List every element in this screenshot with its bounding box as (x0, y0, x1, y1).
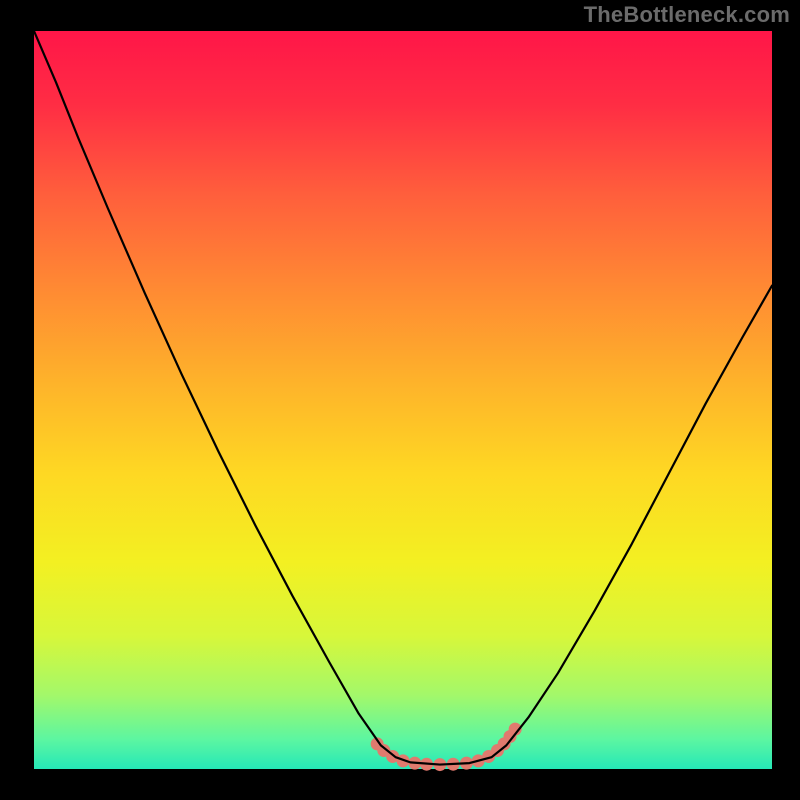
chart-plot-area (34, 31, 772, 769)
watermark-text: TheBottleneck.com (584, 2, 790, 28)
bottleneck-chart (0, 0, 800, 800)
